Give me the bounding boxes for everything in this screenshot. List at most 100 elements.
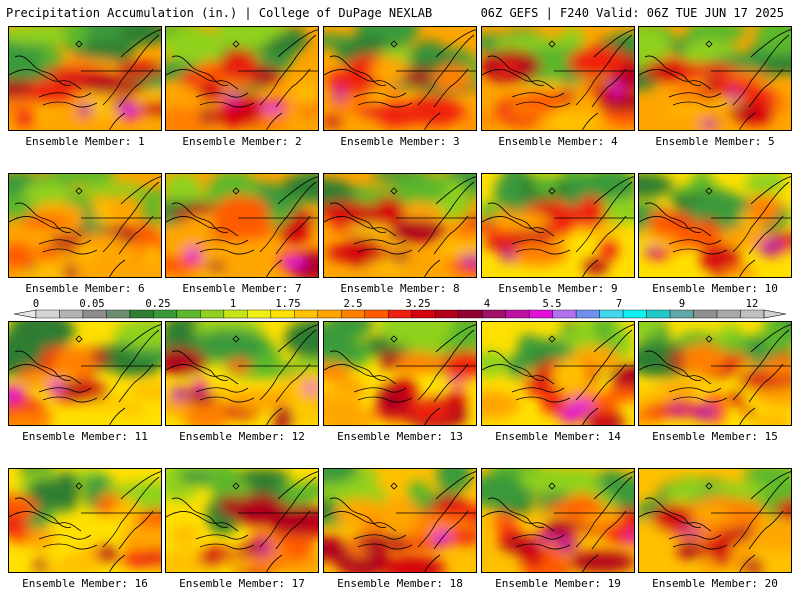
colorbar-swatch (223, 309, 248, 319)
colorbar-swatch (411, 309, 436, 319)
ensemble-map-panel (481, 468, 635, 573)
station-marker-icon (705, 482, 713, 490)
colorbar-swatch (270, 309, 295, 319)
ensemble-member-label: Ensemble Member: 16 (22, 577, 148, 590)
precip-field-map (482, 174, 634, 277)
ensemble-member-label: Ensemble Member: 12 (179, 430, 305, 443)
colorbar-swatch (247, 309, 272, 319)
ensemble-member-label: Ensemble Member: 15 (652, 430, 778, 443)
colorbar-tick-label: 0.05 (79, 298, 104, 310)
colorbar-swatch (716, 309, 741, 319)
colorbar-swatch (528, 309, 553, 319)
station-marker-icon (548, 335, 556, 343)
ensemble-map-panel (8, 468, 162, 573)
colorbar-swatch (82, 309, 107, 319)
station-marker-icon (232, 335, 240, 343)
precip-field-map (166, 322, 318, 425)
ensemble-member-label: Ensemble Member: 18 (337, 577, 463, 590)
station-marker-icon (75, 482, 83, 490)
ensemble-member-label: Ensemble Member: 13 (337, 430, 463, 443)
colorbar-swatch (388, 309, 412, 319)
precip-colorbar: 0 0.05 0.25 1 1.75 2.5 3.25 4 5.5 7 9 12 (13, 298, 787, 319)
ensemble-member-label: Ensemble Member: 20 (652, 577, 778, 590)
colorbar-swatch (153, 309, 178, 319)
colorbar-tick-label: 0 (33, 298, 39, 310)
precip-field-map (166, 27, 318, 130)
station-marker-icon (390, 40, 398, 48)
ensemble-map-panel (638, 26, 792, 131)
colorbar-swatch (552, 309, 577, 319)
station-marker-icon (390, 187, 398, 195)
state-coast-outlines (639, 176, 791, 277)
state-coast-outlines (166, 324, 318, 425)
colorbar-swatch (317, 309, 342, 319)
station-marker-icon (75, 187, 83, 195)
colorbar-tick-label: 12 (746, 298, 759, 310)
station-marker-icon (705, 40, 713, 48)
precip-field-map (324, 27, 476, 130)
station-marker-icon (75, 40, 83, 48)
state-coast-outlines (639, 29, 791, 130)
colorbar-swatch (294, 309, 319, 319)
state-coast-outlines (482, 176, 634, 277)
state-coast-outlines (9, 471, 161, 572)
colorbar-swatch (106, 309, 131, 319)
ensemble-map-panel (323, 468, 477, 573)
colorbar-swatch (129, 309, 154, 319)
precip-field-map (9, 469, 161, 572)
state-coast-outlines (639, 324, 791, 425)
ensemble-map-panel (8, 173, 162, 278)
precip-field-map (9, 174, 161, 277)
colorbar-swatch (693, 309, 718, 319)
station-marker-icon (705, 335, 713, 343)
state-coast-outlines (166, 176, 318, 277)
colorbar-tick-label: 1 (230, 298, 236, 310)
ensemble-member-label: Ensemble Member: 17 (179, 577, 305, 590)
state-coast-outlines (482, 29, 634, 130)
colorbar-swatch (599, 309, 624, 319)
colorbar-tick-label: 1.75 (275, 298, 300, 310)
precip-field-map (324, 469, 476, 572)
station-marker-icon (390, 482, 398, 490)
state-coast-outlines (324, 471, 476, 572)
ensemble-member-label: Ensemble Member: 19 (495, 577, 621, 590)
colorbar-tick-label: 4 (484, 298, 490, 310)
ensemble-member-label: Ensemble Member: 9 (498, 282, 618, 295)
station-marker-icon (232, 187, 240, 195)
station-marker-icon (232, 40, 240, 48)
colorbar-tick-label: 7 (616, 298, 622, 310)
station-marker-icon (390, 335, 398, 343)
colorbar-tick-label: 0.25 (145, 298, 170, 310)
colorbar-swatch (740, 309, 765, 319)
ensemble-member-label: Ensemble Member: 5 (655, 135, 775, 148)
ensemble-member-label: Ensemble Member: 3 (340, 135, 460, 148)
precip-field-map (482, 322, 634, 425)
state-coast-outlines (324, 176, 476, 277)
state-coast-outlines (9, 324, 161, 425)
precip-field-map (639, 469, 791, 572)
ensemble-member-label: Ensemble Member: 7 (182, 282, 302, 295)
ensemble-map-panel (165, 468, 319, 573)
precip-field-map (482, 27, 634, 130)
map-title: Precipitation Accumulation (in.) | Colle… (6, 6, 433, 20)
station-marker-icon (705, 187, 713, 195)
ensemble-map-panel (481, 26, 635, 131)
state-coast-outlines (324, 324, 476, 425)
colorbar-swatch (35, 309, 60, 319)
precip-field-map (166, 174, 318, 277)
state-coast-outlines (9, 29, 161, 130)
ensemble-member-label: Ensemble Member: 1 (25, 135, 145, 148)
colorbar-swatch (646, 309, 671, 319)
colorbar-tick-label: 3.25 (405, 298, 430, 310)
colorbar-swatch (505, 309, 530, 319)
state-coast-outlines (639, 471, 791, 572)
colorbar-swatch (200, 309, 225, 319)
ensemble-map-panel (638, 173, 792, 278)
ensemble-map-panel (323, 26, 477, 131)
state-coast-outlines (482, 471, 634, 572)
precip-field-map (639, 27, 791, 130)
station-marker-icon (75, 335, 83, 343)
ensemble-member-label: Ensemble Member: 14 (495, 430, 621, 443)
ensemble-member-label: Ensemble Member: 4 (498, 135, 618, 148)
colorbar-swatch (622, 309, 647, 319)
